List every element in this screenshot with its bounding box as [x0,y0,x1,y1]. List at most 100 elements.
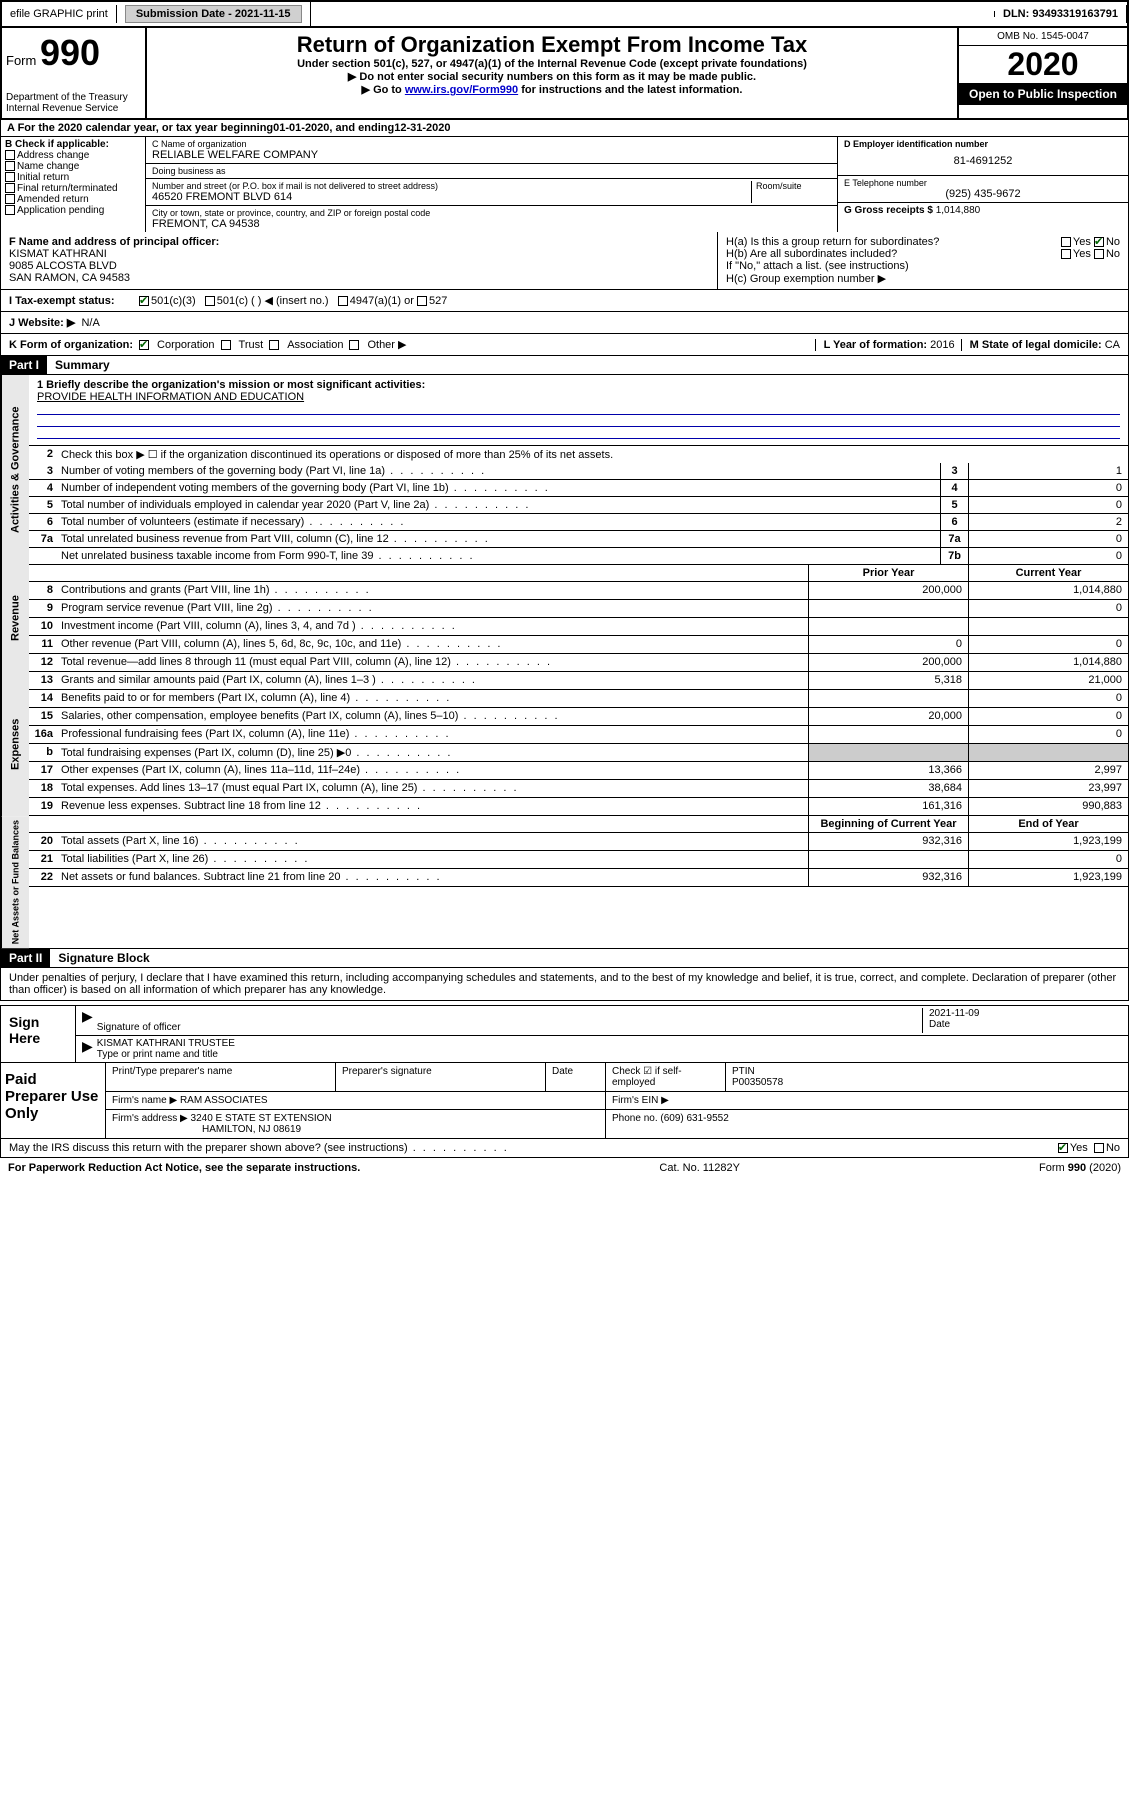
discuss-yes[interactable] [1058,1143,1068,1153]
signer-name-label: Type or print name and title [97,1049,1122,1060]
firm-addr2: HAMILTON, NJ 08619 [112,1124,599,1135]
summary-row: Net unrelated business taxable income fr… [29,548,1128,565]
fin-row: 8Contributions and grants (Part VIII, li… [29,582,1128,600]
checkbox-final-return[interactable] [5,183,15,193]
state-label: M State of legal domicile: [970,339,1105,351]
perjury-text: Under penalties of perjury, I declare th… [0,968,1129,1001]
form-title: Return of Organization Exempt From Incom… [151,32,953,58]
section-b-c-d: B Check if applicable: Address change Na… [0,137,1129,232]
officer-h-box: F Name and address of principal officer:… [0,232,1129,290]
fin-row: 22Net assets or fund balances. Subtract … [29,869,1128,887]
cb-trust[interactable] [221,340,231,350]
cb-527[interactable] [417,296,427,306]
fin-row: 18Total expenses. Add lines 13–17 (must … [29,780,1128,798]
tax-year: 2020 [959,46,1127,83]
mission-label: 1 Briefly describe the organization's mi… [37,379,1120,391]
yof-label: L Year of formation: [824,339,931,351]
hdr-prior-year: Prior Year [808,565,968,581]
fin-row: 15Salaries, other compensation, employee… [29,708,1128,726]
irs: Internal Revenue Service [6,103,141,114]
checkbox-name-change[interactable] [5,161,15,171]
addr-label: Number and street (or P.O. box if mail i… [152,181,751,191]
submission-button[interactable]: Submission Date - 2021-11-15 [125,5,302,23]
fin-row: 11Other revenue (Part VIII, column (A), … [29,636,1128,654]
summary-row: 3Number of voting members of the governi… [29,463,1128,480]
firm-phone: Phone no. (609) 631-9552 [606,1110,1128,1138]
omb-number: OMB No. 1545-0047 [959,28,1127,46]
subtitle-3: ▶ Go to www.irs.gov/Form990 for instruct… [151,83,953,96]
arrow-icon: ▶ [82,1038,93,1060]
blank-line [37,405,1120,415]
preparer-block: Paid Preparer Use Only Print/Type prepar… [0,1063,1129,1139]
org-name-label: C Name of organization [152,139,831,149]
discuss-no[interactable] [1094,1143,1104,1153]
ha-no[interactable] [1094,237,1104,247]
part2-header: Part II [1,949,50,967]
form-prefix: Form [6,53,36,68]
cb-corp[interactable] [139,340,149,350]
officer-name: KISMAT KATHRANI [9,248,709,260]
footer-left: For Paperwork Reduction Act Notice, see … [8,1162,360,1174]
hb-note: If "No," attach a list. (see instruction… [726,260,1120,272]
hb-yes[interactable] [1061,249,1071,259]
spacer [311,11,996,17]
dln: DLN: 93493319163791 [995,5,1127,23]
checkbox-app-pending[interactable] [5,205,15,215]
fin-row: 14Benefits paid to or for members (Part … [29,690,1128,708]
cb-501c[interactable] [205,296,215,306]
fin-hdr-spacer [29,565,808,581]
cb-other[interactable] [349,340,359,350]
part1-header: Part I [1,356,47,374]
hdr-eoy: End of Year [968,816,1128,832]
dept: Department of the Treasury [6,92,141,103]
header-right: OMB No. 1545-0047 2020 Open to Public In… [957,28,1127,118]
fin-row: 20Total assets (Part X, line 16)932,3161… [29,833,1128,851]
gross-label: G Gross receipts $ [844,205,936,216]
summary-row: 6Total number of volunteers (estimate if… [29,514,1128,531]
summary-revenue: Revenue Prior Year Current Year 8Contrib… [0,565,1129,672]
hdr-current-year: Current Year [968,565,1128,581]
ein: 81-4691252 [844,149,1122,173]
summary-row: 5Total number of individuals employed in… [29,497,1128,514]
hdr-boy: Beginning of Current Year [808,816,968,832]
checkbox-initial-return[interactable] [5,172,15,182]
dba-label: Doing business as [152,166,831,176]
hb-no[interactable] [1094,249,1104,259]
sign-date-label: Date [929,1019,1122,1030]
box-c: C Name of organization RELIABLE WELFARE … [146,137,838,232]
header-left: Form 990 Department of the Treasury Inte… [2,28,147,118]
phone-label: E Telephone number [844,178,1122,188]
ein-label: D Employer identification number [844,139,1122,149]
room-label: Room/suite [756,181,831,191]
website-label: J Website: ▶ [9,316,75,329]
instructions-link[interactable]: www.irs.gov/Form990 [405,84,518,96]
fin-row: 12Total revenue—add lines 8 through 11 (… [29,654,1128,672]
open-public: Open to Public Inspection [959,83,1127,105]
arrow-icon: ▶ [82,1008,93,1033]
checkbox-amended[interactable] [5,194,15,204]
sig-officer-label: Signature of officer [97,1022,922,1033]
line-j: J Website: ▶ N/A [0,312,1129,334]
line-i: I Tax-exempt status: 501(c)(3) 501(c) ( … [0,290,1129,312]
vtab-netassets: Net Assets or Fund Balances [1,816,29,948]
firm-name: RAM ASSOCIATES [180,1095,268,1106]
form-org-label: K Form of organization: [9,339,133,351]
checkbox-address-change[interactable] [5,150,15,160]
vtab-revenue: Revenue [1,565,29,672]
hb-label: H(b) Are all subordinates included? [726,248,897,260]
submission-date: Submission Date - 2021-11-15 [117,2,311,26]
subtitle-1: Under section 501(c), 527, or 4947(a)(1)… [151,58,953,70]
cb-assoc[interactable] [269,340,279,350]
signer-name: KISMAT KATHRANI TRUSTEE [97,1038,1122,1049]
firm-ein: Firm's EIN ▶ [606,1092,1128,1109]
phone: (925) 435-9672 [844,188,1122,200]
fin-row: 17Other expenses (Part IX, column (A), l… [29,762,1128,780]
cb-4947[interactable] [338,296,348,306]
cb-501c3[interactable] [139,296,149,306]
city: FREMONT, CA 94538 [152,218,831,230]
subtitle-2: ▶ Do not enter social security numbers o… [151,70,953,83]
box-b: B Check if applicable: Address change Na… [1,137,146,232]
hc-label: H(c) Group exemption number ▶ [726,272,1120,285]
fin-row: 16aProfessional fundraising fees (Part I… [29,726,1128,744]
ha-yes[interactable] [1061,237,1071,247]
